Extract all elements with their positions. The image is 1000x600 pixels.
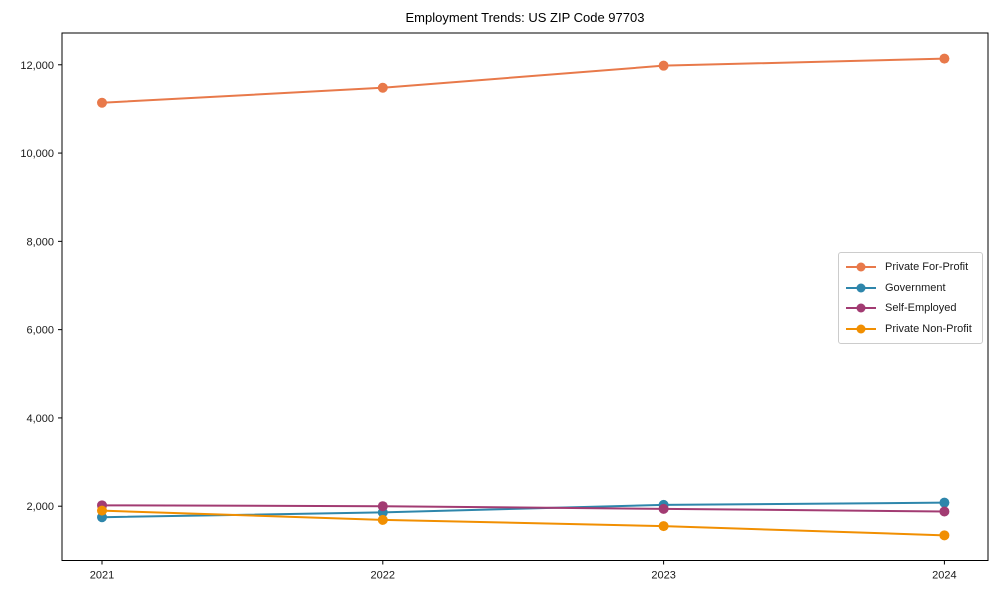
data-point <box>97 97 107 108</box>
series-line <box>101 504 945 513</box>
y-tick-label: 4,000 <box>26 413 54 425</box>
legend-marker-icon <box>846 283 876 293</box>
x-tick-label: 2023 <box>651 570 675 582</box>
data-point <box>97 505 107 516</box>
y-tick-label: 2,000 <box>26 501 54 513</box>
y-tick-label: 8,000 <box>26 236 54 248</box>
chart-title: Employment Trends: US ZIP Code 97703 <box>405 10 645 25</box>
legend-marker-icon <box>846 324 876 334</box>
legend-item: Self-Employed <box>846 298 976 319</box>
data-point <box>939 530 950 541</box>
legend-item: Private For-Profit <box>846 257 976 278</box>
series-line <box>101 57 945 104</box>
legend-item: Government <box>846 278 976 299</box>
y-tick-label: 12,000 <box>20 60 54 72</box>
y-tick-label: 6,000 <box>26 325 54 337</box>
legend-label: Private For-Profit <box>885 261 969 274</box>
series-line <box>101 509 945 537</box>
data-point <box>658 521 669 532</box>
x-tick-label: 2022 <box>371 570 395 582</box>
x-tick-label: 2021 <box>90 570 114 582</box>
data-point <box>658 60 669 71</box>
legend-marker-icon <box>846 262 876 272</box>
data-point <box>939 497 950 508</box>
legend-label: Private Non-Profit <box>885 322 972 335</box>
x-tick-label: 2024 <box>932 570 956 582</box>
data-point <box>377 82 388 93</box>
plot-border <box>61 32 989 561</box>
data-point <box>939 506 950 517</box>
legend-item: Private Non-Profit <box>846 319 976 340</box>
chart-legend: Private For-Profit Government Self-Employe… <box>838 252 983 344</box>
legend-marker-icon <box>846 303 876 313</box>
data-point <box>939 53 950 64</box>
data-point <box>658 503 669 514</box>
legend-label: Government <box>885 281 946 294</box>
data-point <box>377 514 388 525</box>
data-point <box>377 501 388 512</box>
legend-label: Self-Employed <box>885 302 957 315</box>
y-tick-label: 10,000 <box>20 148 54 160</box>
